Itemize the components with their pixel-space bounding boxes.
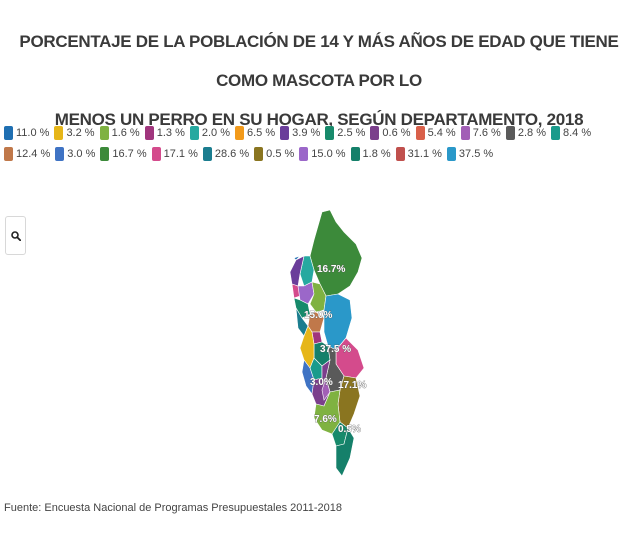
legend-item[interactable]: 17.1 % [151, 145, 198, 162]
legend-label: 28.6 % [214, 147, 250, 160]
legend-item[interactable]: 8.4 % [550, 124, 592, 141]
search-button[interactable] [5, 216, 26, 255]
source-note: Fuente: Encuesta Nacional de Programas P… [4, 502, 342, 514]
map-value-label: 37.5 % [320, 344, 351, 355]
legend-label: 2.0 % [201, 126, 230, 139]
legend: 11.0 % 3.2 % 1.6 % 1.3 % 2.0 % 6.5 % 3.9 % 2.5 … [4, 124, 636, 162]
legend-swatch [395, 146, 405, 161]
legend-swatch [446, 146, 456, 161]
legend-label: 3.9 % [292, 126, 321, 139]
legend-swatch [55, 146, 65, 161]
legend-item[interactable]: 7.6 % [460, 124, 501, 141]
legend-item[interactable]: 2.8 % [505, 124, 546, 141]
legend-swatch [280, 125, 290, 140]
legend-label: 0.6 % [382, 126, 411, 139]
legend-item[interactable]: 11.0 % [4, 124, 49, 141]
region-tumbes[interactable] [293, 255, 301, 261]
legend-swatch [550, 125, 560, 140]
legend-swatch [4, 146, 13, 161]
region-san-martin[interactable] [309, 281, 327, 313]
legend-label: 1.6 % [111, 126, 140, 139]
legend-swatch [202, 146, 212, 161]
region-arequipa[interactable] [313, 389, 341, 435]
legend-swatch [99, 125, 109, 140]
region-loreto[interactable] [309, 209, 363, 297]
legend-swatch [505, 125, 515, 140]
legend-item[interactable]: 6.5 % [235, 124, 275, 141]
legend-label: 0.5 % [266, 147, 295, 160]
map-value-label: 0.5% [338, 424, 361, 435]
legend-label: 3.2 % [66, 126, 95, 139]
legend-label: 17.1 % [163, 147, 198, 160]
legend-item[interactable]: 28.6 % [202, 145, 250, 162]
legend-item[interactable]: 5.4 % [415, 124, 456, 141]
legend-swatch [4, 125, 13, 140]
peru-map: 16.7% 15.0% 37.5 % 3.0% 17.1% 7.6%0.5% [289, 209, 367, 477]
legend-swatch [325, 125, 335, 140]
legend-label: 15.0 % [311, 147, 346, 160]
legend-label: 2.5 % [337, 126, 366, 139]
legend-swatch [299, 146, 309, 161]
legend-item[interactable]: 12.4 % [4, 145, 50, 162]
legend-label: 12.4 % [16, 147, 51, 160]
map-value-label: 7.6% [314, 414, 337, 425]
legend-swatch [54, 125, 64, 140]
map-value-label: 16.7% [317, 264, 345, 275]
legend-label: 8.4 % [562, 126, 592, 139]
legend-swatch [460, 125, 470, 140]
legend-item[interactable]: 15.0 % [299, 145, 346, 162]
legend-item[interactable]: 2.5 % [325, 124, 365, 141]
legend-swatch [370, 125, 380, 140]
map-value-label: 15.0% [304, 310, 332, 321]
legend-swatch [144, 125, 154, 140]
legend-item[interactable]: 1.3 % [144, 124, 185, 141]
search-icon [10, 230, 21, 241]
legend-item[interactable]: 1.8 % [350, 145, 391, 162]
legend-label: 1.8 % [362, 147, 391, 160]
legend-label: 11.0 % [16, 126, 50, 139]
legend-label: 16.7 % [112, 147, 147, 160]
legend-label: 5.4 % [427, 126, 456, 139]
legend-item[interactable]: 0.6 % [370, 124, 411, 141]
legend-item[interactable]: 37.5 % [446, 145, 494, 162]
legend-item[interactable]: 1.6 % [99, 124, 140, 141]
legend-swatch [254, 146, 264, 161]
region-apurimac[interactable] [321, 376, 331, 401]
legend-swatch [100, 146, 110, 161]
chart-title: PORCENTAJE DE LA POBLACIÓN DE 14 Y MÁS A… [0, 22, 638, 139]
title-line-1: PORCENTAJE DE LA POBLACIÓN DE 14 Y MÁS A… [19, 32, 619, 90]
legend-label: 7.6 % [472, 126, 501, 139]
legend-label: 2.8 % [517, 126, 546, 139]
legend-swatch [151, 146, 161, 161]
legend-item[interactable]: 31.1 % [395, 145, 442, 162]
map-value-label: 17.1% [338, 380, 366, 391]
legend-item[interactable]: 3.2 % [54, 124, 95, 141]
legend-label: 6.5 % [247, 126, 276, 139]
legend-label: 1.3 % [156, 126, 185, 139]
legend-item[interactable]: 3.0 % [55, 145, 95, 162]
legend-label: 3.0 % [67, 147, 96, 160]
map-value-label: 3.0% [310, 377, 333, 388]
legend-item[interactable]: 16.7 % [100, 145, 147, 162]
legend-item[interactable]: 2.0 % [189, 124, 230, 141]
legend-item[interactable]: 0.5 % [254, 145, 294, 162]
legend-label: 31.1 % [407, 147, 442, 160]
legend-swatch [350, 146, 360, 161]
legend-swatch [235, 125, 244, 140]
legend-swatch [189, 125, 199, 140]
region-tacna[interactable] [335, 427, 355, 477]
legend-item[interactable]: 3.9 % [280, 124, 320, 141]
legend-swatch [415, 125, 425, 140]
title-line-2: MENOS UN PERRO EN SU HOGAR, SEGÚN DEPART… [54, 110, 584, 129]
legend-label: 37.5 % [458, 147, 494, 160]
